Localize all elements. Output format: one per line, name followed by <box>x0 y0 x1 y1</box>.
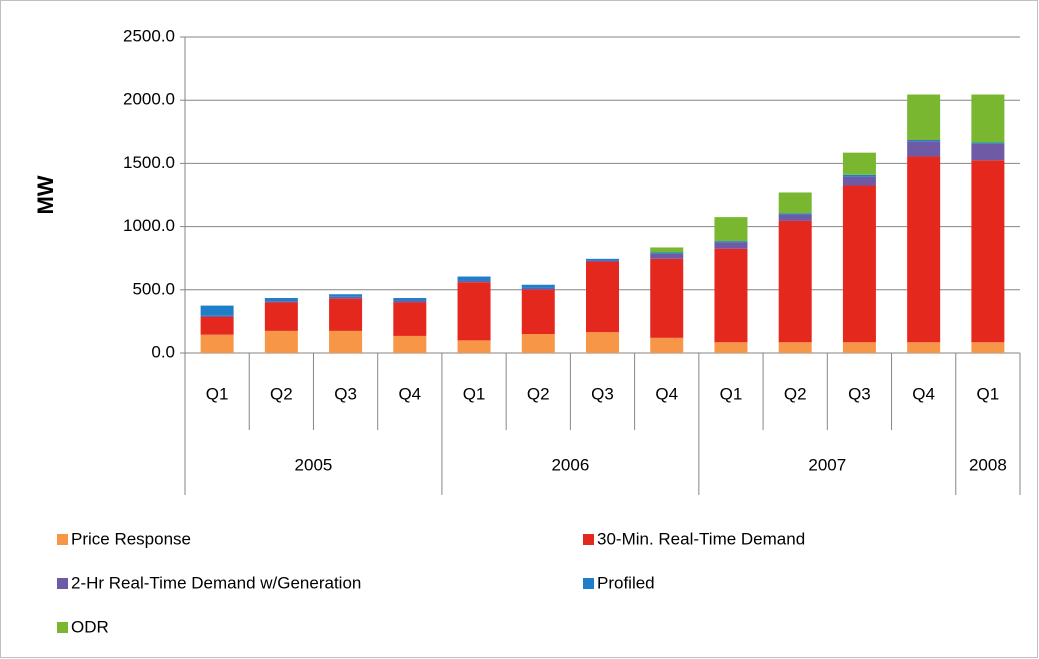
bar-segment <box>842 152 876 175</box>
bar-segment <box>457 276 491 281</box>
bar-segment <box>650 253 684 259</box>
bar-segment <box>971 143 1005 161</box>
bar-segment <box>393 300 427 303</box>
bar-segment <box>264 298 298 302</box>
bar-segment <box>521 287 555 290</box>
bar-segment <box>842 185 876 343</box>
y-tick-label: 2000.0 <box>123 90 175 109</box>
bar-segment <box>200 334 234 353</box>
bar-segment <box>329 296 363 299</box>
bar-segment <box>586 332 619 353</box>
legend-label: 30-Min. Real-Time Demand <box>597 529 805 548</box>
y-tick-label: 1500.0 <box>123 153 175 172</box>
y-tick-label: 1000.0 <box>123 216 175 235</box>
legend-swatch <box>57 578 68 589</box>
bar-segment <box>650 258 684 338</box>
y-tick-label: 0.0 <box>151 342 175 361</box>
bar-segment <box>264 330 298 353</box>
bar-segment <box>200 305 234 316</box>
legend-swatch <box>57 622 68 633</box>
bar-segment <box>200 316 234 335</box>
bar-segment <box>971 160 1005 343</box>
x-tick-label: Q1 <box>720 384 743 403</box>
bar-segment <box>971 142 1005 144</box>
group-label: 2007 <box>808 455 846 474</box>
bar-segment <box>778 220 812 343</box>
bar-segment <box>778 214 812 221</box>
x-tick-label: Q4 <box>655 384 678 403</box>
bar-segment <box>714 342 748 353</box>
x-tick-label: Q3 <box>848 384 871 403</box>
bar-segment <box>907 140 941 142</box>
legend-swatch <box>57 534 68 545</box>
bar-segment <box>264 302 298 331</box>
bar-segment <box>778 192 812 214</box>
bar-segment <box>842 342 876 353</box>
bar-segment <box>714 248 748 343</box>
bar-segment <box>778 342 812 353</box>
bar-segment <box>907 94 941 141</box>
x-tick-label: Q3 <box>334 384 357 403</box>
bar-segment <box>586 261 619 333</box>
legend-label: Price Response <box>71 529 191 548</box>
bar-segment <box>842 174 876 177</box>
legend-swatch <box>583 578 594 589</box>
x-tick-label: Q2 <box>784 384 807 403</box>
x-tick-label: Q4 <box>912 384 935 403</box>
x-tick-label: Q4 <box>398 384 421 403</box>
legend-label: ODR <box>71 617 109 636</box>
bar-segment <box>393 298 427 301</box>
bar-segment <box>778 213 812 215</box>
bar-segment <box>457 282 491 341</box>
bar-segment <box>714 241 748 243</box>
bar-segment <box>521 334 555 353</box>
x-tick-label: Q3 <box>591 384 614 403</box>
bar-segment <box>329 330 363 353</box>
bar-segment <box>650 252 684 254</box>
x-tick-label: Q2 <box>527 384 550 403</box>
bar-segment <box>521 284 555 288</box>
bar-segment <box>907 156 941 343</box>
bar-segment <box>457 280 491 283</box>
bar-segment <box>971 342 1005 353</box>
legend-label: Profiled <box>597 573 655 592</box>
bar-segment <box>650 337 684 353</box>
y-axis-label: MW <box>33 175 58 214</box>
bar-segment <box>586 258 619 261</box>
x-tick-label: Q1 <box>463 384 486 403</box>
y-tick-label: 500.0 <box>132 279 175 298</box>
group-label: 2005 <box>295 455 333 474</box>
legend-swatch <box>583 534 594 545</box>
bar-segment <box>393 302 427 336</box>
group-label: 2006 <box>551 455 589 474</box>
bar-segment <box>521 289 555 335</box>
bar-segment <box>393 335 427 353</box>
bar-segment <box>329 298 363 331</box>
x-tick-label: Q2 <box>270 384 293 403</box>
x-tick-label: Q1 <box>977 384 1000 403</box>
bar-segment <box>714 242 748 249</box>
bar-segment <box>907 141 941 157</box>
x-tick-label: Q1 <box>206 384 229 403</box>
bar-segment <box>971 94 1005 143</box>
bar-segment <box>650 247 684 253</box>
group-label: 2008 <box>969 455 1007 474</box>
bar-segment <box>200 315 234 317</box>
bar-segment <box>586 260 619 262</box>
bar-segment <box>714 217 748 242</box>
y-tick-label: 2500.0 <box>123 26 175 45</box>
legend-label: 2-Hr Real-Time Demand w/Generation <box>71 573 361 592</box>
bar-segment <box>264 301 298 303</box>
bar-segment <box>457 340 491 353</box>
bar-segment <box>329 294 363 297</box>
bar-segment <box>842 176 876 186</box>
bar-segment <box>907 342 941 353</box>
